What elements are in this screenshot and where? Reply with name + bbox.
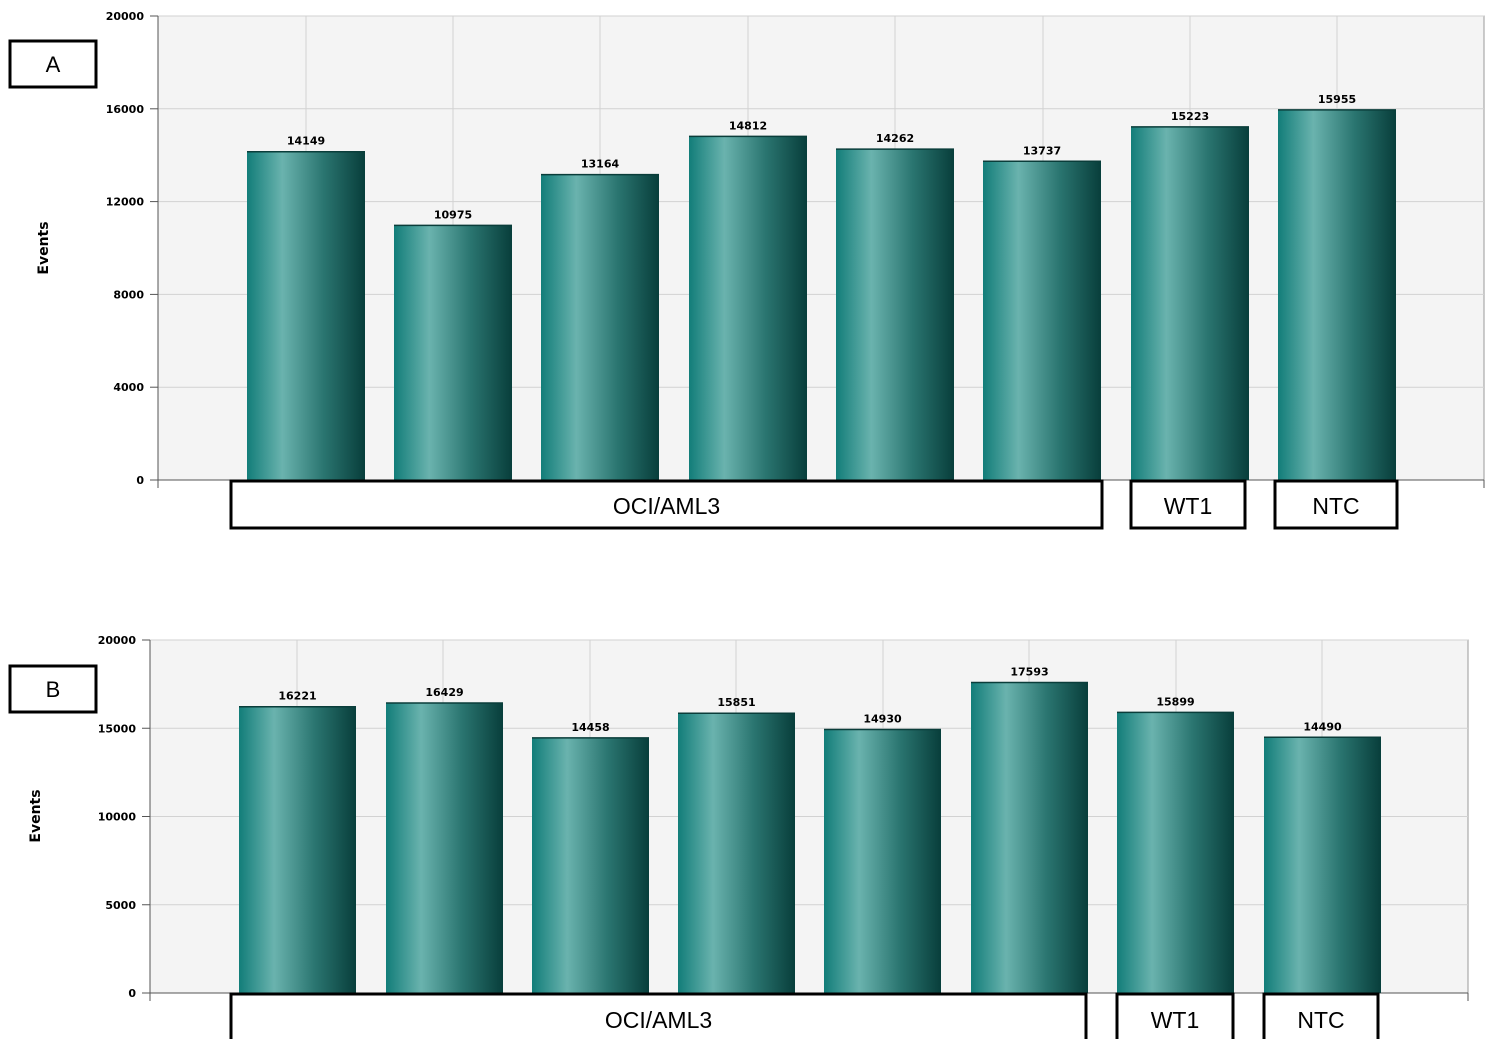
bar-value-label: 14262 (876, 132, 914, 145)
chart-panel-B: 0 5000 10000 15000 20000 Events 16221 16429 1445… (8, 634, 1469, 1039)
group-label: OCI/AML3 (605, 1007, 712, 1033)
group-label-box (1273, 479, 1399, 530)
panel-label-box (8, 664, 98, 714)
group-label: WT1 (1151, 1007, 1200, 1033)
bar-value-label: 10975 (434, 208, 472, 221)
bar (983, 161, 1101, 480)
y-tick-label: 4000 (113, 381, 144, 394)
bar-value-label: 15955 (1318, 93, 1356, 106)
group-label-box (1129, 479, 1247, 530)
bar-value-label: 15899 (1156, 695, 1194, 708)
y-tick-label: 0 (136, 474, 144, 487)
bar (824, 729, 941, 993)
y-tick-label: 8000 (113, 288, 144, 301)
bar (971, 682, 1088, 993)
bar (836, 149, 954, 481)
group-label: NTC (1297, 1007, 1344, 1033)
bar (386, 703, 503, 993)
panel-label: B (46, 677, 61, 702)
bar-value-label: 13737 (1023, 144, 1061, 157)
y-tick-label: 15000 (98, 722, 137, 735)
group-label-box (1262, 992, 1380, 1039)
panel-label-box (8, 39, 98, 89)
group-label: OCI/AML3 (613, 493, 720, 519)
bar (541, 174, 659, 480)
group-label: NTC (1312, 493, 1359, 519)
bar-value-label: 14149 (287, 135, 325, 148)
y-tick-label: 0 (128, 987, 136, 1000)
bar-value-label: 14458 (571, 721, 609, 734)
bar-value-label: 15851 (717, 696, 755, 709)
bar (1278, 109, 1396, 481)
bar-value-label: 14930 (863, 712, 902, 725)
bar-value-label: 14490 (1303, 720, 1342, 733)
y-tick-label: 5000 (105, 899, 136, 912)
bar-value-label: 16429 (425, 686, 463, 699)
bar (239, 706, 356, 993)
bar (247, 151, 365, 480)
y-tick-label: 20000 (98, 634, 137, 647)
bar (678, 713, 795, 993)
bar-value-label: 13164 (581, 158, 620, 171)
y-tick-label: 20000 (106, 10, 145, 23)
y-tick-label: 10000 (98, 811, 137, 824)
group-label-box (229, 479, 1104, 530)
chart-panel-A: 0 4000 8000 12000 16000 20000 Events 14149 10975… (8, 10, 1485, 530)
bar-value-label: 14812 (729, 119, 767, 132)
group-label: WT1 (1164, 493, 1213, 519)
y-tick-label: 16000 (106, 103, 145, 116)
bar (1117, 712, 1234, 993)
group-label-box (229, 992, 1088, 1039)
bar (1131, 126, 1249, 480)
y-axis-label: Events (36, 221, 52, 274)
y-tick-label: 12000 (106, 196, 145, 209)
group-label-box (1115, 992, 1235, 1039)
bar (689, 136, 807, 480)
bar-value-label: 16221 (278, 690, 316, 703)
bar (1264, 737, 1381, 993)
bar-value-label: 17593 (1010, 665, 1048, 678)
plot-area (157, 15, 1485, 481)
bar (532, 737, 649, 993)
bar-value-label: 15223 (1171, 110, 1209, 123)
panel-label: A (46, 52, 61, 77)
y-axis-label: Events (28, 789, 44, 842)
bar (394, 225, 512, 480)
